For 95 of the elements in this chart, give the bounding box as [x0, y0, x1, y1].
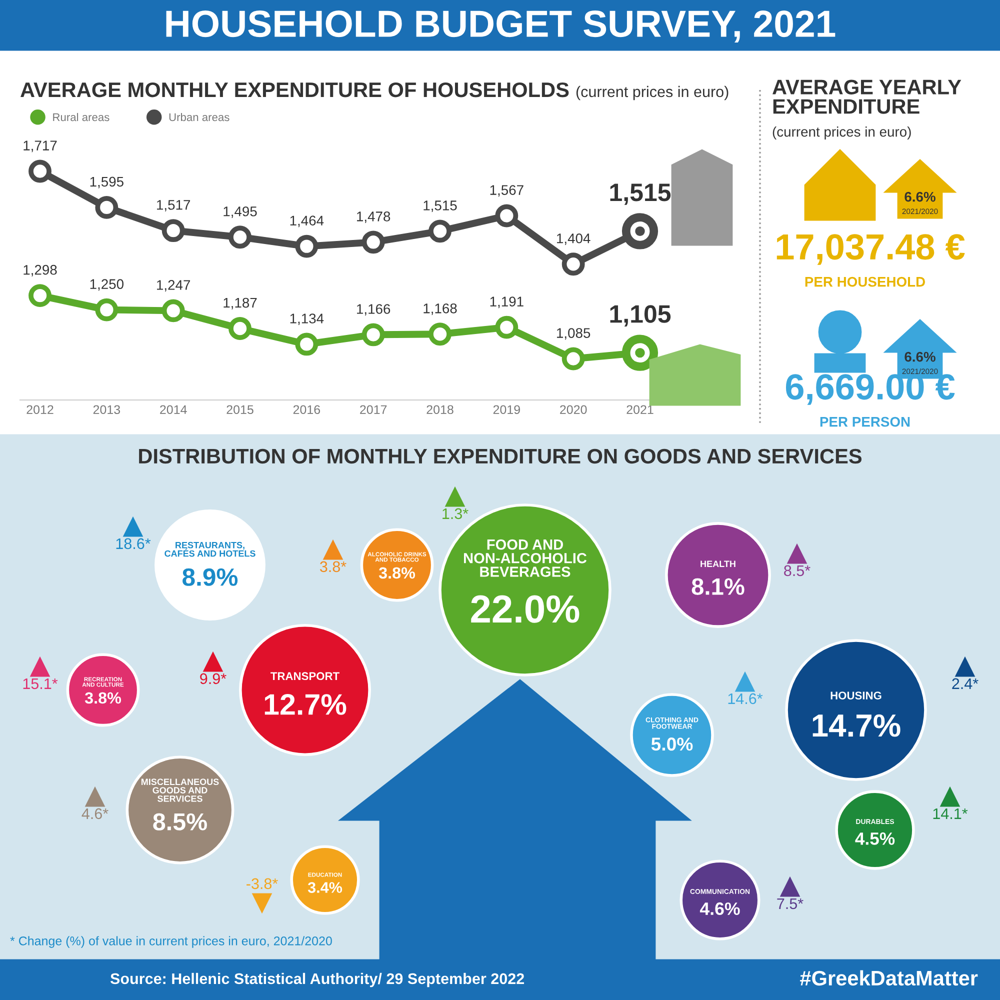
data-label: 1,595 [90, 176, 124, 188]
data-label: 1,191 [490, 296, 524, 308]
text: 14.1* [933, 808, 968, 819]
category-label: TRANSPORT [270, 672, 340, 680]
text: * Change (%) of value in current prices in euro, 2021/2020 [10, 936, 332, 948]
text: 1.3* [442, 508, 468, 520]
data-label: 1,517 [157, 200, 190, 212]
data-label: 1,085 [557, 328, 590, 340]
data-label: 1,134 [290, 314, 324, 326]
data-label: 1,187 [224, 298, 257, 310]
category-label: PER PERSON [820, 416, 910, 427]
data-label: 14.7% [812, 714, 900, 737]
text: 17,037.48 € [776, 234, 965, 265]
data-label: 4.5% [855, 832, 895, 845]
point [295, 234, 318, 258]
data-label: 12.7% [264, 694, 346, 715]
data-label: 1,495 [224, 206, 257, 218]
text: 4.6* [82, 808, 108, 820]
data-label: 5.0% [651, 738, 693, 751]
data-label: 1,298 [24, 264, 57, 276]
category-label: MISCELLANEOUS GOODS AND SERVICES [141, 778, 219, 802]
data-label: 1,515 [424, 200, 457, 212]
point [295, 332, 318, 356]
text: 8.5* [784, 565, 810, 576]
text: 3.8* [320, 561, 346, 572]
text: 14.6* [728, 693, 763, 704]
data-label: 1,404 [557, 233, 590, 245]
text: 6.6% [904, 352, 936, 362]
data-label: 8.9% [182, 568, 238, 586]
data-label: 3.8% [378, 567, 416, 579]
point [28, 284, 52, 308]
point [95, 298, 118, 322]
point [428, 220, 452, 243]
x-tick-label: 2018 [426, 405, 454, 414]
data-label: 3.4% [308, 882, 342, 893]
chart-title: AVERAGE MONTHLY EXPENDITURE OF HOUSEHOLDS [20, 82, 569, 98]
point [162, 219, 185, 242]
text: 7.5* [777, 898, 804, 910]
point [562, 347, 585, 370]
text: 2.4* [952, 678, 978, 689]
category-label: PER HOUSEHOLD [805, 276, 925, 287]
x-tick-label: 2013 [93, 405, 120, 414]
data-label: 1,567 [490, 185, 524, 197]
data-label: 1,166 [357, 304, 390, 316]
point [228, 317, 252, 340]
data-label: 1,717 [24, 140, 57, 152]
data-label: 22.0% [471, 595, 580, 623]
text: -3.8* [246, 878, 278, 890]
data-label: 1,464 [290, 216, 324, 228]
x-tick-label: 2014 [160, 405, 187, 414]
point [562, 252, 585, 276]
x-tick-label: 2019 [493, 405, 520, 414]
category-label: FOOD AND NON-ALCOHOLIC BEVERAGES [464, 539, 587, 577]
data-label: 4.6% [700, 902, 740, 916]
text: 15.1* [23, 678, 58, 690]
point [228, 226, 252, 249]
data-label: 1,168 [424, 303, 457, 315]
text: 18.6* [116, 538, 151, 550]
x-tick-label: 2012 [26, 405, 54, 414]
text: AVERAGE YEARLY EXPENDITURE [772, 80, 962, 114]
data-label: 1,515 [610, 184, 671, 205]
point [495, 316, 518, 339]
x-tick-label: 2017 [360, 405, 387, 414]
text: 6,669.00 € [786, 374, 955, 405]
x-tick-label: 2020 [560, 405, 587, 414]
source-note: Source: Hellenic Statistical Authority/ 29 September 2022 [110, 972, 524, 988]
category-label: HOUSING [830, 692, 882, 700]
x-tick-label: 2016 [293, 405, 320, 414]
data-label: 1,478 [357, 212, 390, 223]
point [162, 299, 185, 322]
text: 9.9* [200, 673, 226, 684]
data-label: 8.1% [692, 578, 744, 595]
point [95, 196, 118, 219]
data-label: 8.5% [153, 813, 207, 830]
data-label: 1,250 [90, 279, 124, 291]
data-label: 1,247 [157, 280, 190, 292]
chart-subtitle: (current prices in euro) [576, 86, 728, 100]
point [495, 204, 518, 228]
point [362, 323, 385, 346]
point [362, 230, 385, 254]
x-tick-label: 2021 [626, 405, 654, 414]
x-tick-label: 2015 [226, 405, 254, 414]
text: HOUSEHOLD BUDGET SURVEY, 2021 [166, 10, 836, 43]
category-label: RESTAURANTS, CAFÉS AND HOTELS [164, 542, 256, 557]
point [28, 160, 52, 183]
text: #GreekDataMatter [800, 970, 978, 986]
data-label: 3.8% [84, 692, 122, 704]
text: 6.6% [904, 192, 936, 202]
point [428, 322, 452, 346]
text: (current prices in euro) [772, 126, 911, 140]
text: DISTRIBUTION OF MONTHLY EXPENDITURE ON GOODS AND SERVICES [139, 448, 862, 464]
category-label: HEALTH [700, 560, 736, 567]
legend-label: Rural areas [53, 112, 110, 122]
data-label: 1,105 [610, 305, 671, 326]
legend-label: Urban areas [169, 112, 230, 122]
